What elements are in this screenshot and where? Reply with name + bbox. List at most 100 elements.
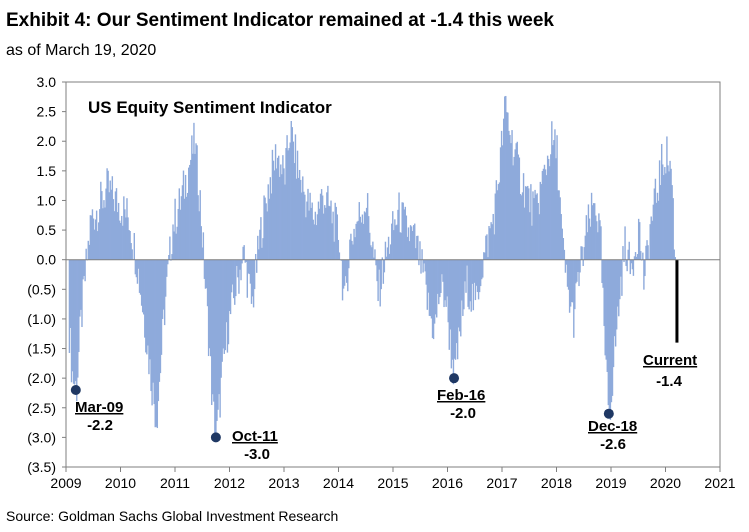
sentiment-bar [399,232,401,260]
sentiment-bar [130,243,132,260]
sentiment-bar [108,192,110,260]
sentiment-bar [297,177,300,260]
sentiment-bar [171,254,173,260]
sentiment-bar [504,96,506,260]
sentiment-bar [272,160,275,260]
sentiment-bar [164,259,167,297]
sentiment-bar [149,259,151,360]
sentiment-bar [416,235,418,260]
sentiment-bar [649,224,651,260]
sentiment-bar [591,205,594,260]
annotation-marker [449,373,460,384]
y-tick-label: (0.5) [27,281,56,297]
sentiment-bar [674,257,676,260]
sentiment-bar [412,225,415,260]
sentiment-bar [283,168,285,260]
sentiment-bar [411,230,414,260]
sentiment-bar [349,239,351,260]
sentiment-bar [600,226,602,260]
sentiment-bar [169,236,171,260]
sentiment-bar [667,165,669,260]
sentiment-bar [176,226,178,260]
sentiment-bar [401,202,403,260]
annotation-value: -1.4 [656,373,683,390]
x-tick-label: 2010 [105,475,136,491]
sentiment-bar [529,212,531,260]
sentiment-bar [612,259,615,368]
sentiment-bar [472,259,475,311]
sentiment-bar [455,259,458,344]
sentiment-bar [450,259,453,369]
sentiment-bar [528,188,530,260]
sentiment-bar [122,225,124,260]
sentiment-bar [136,259,139,284]
sentiment-bar [551,121,553,260]
sentiment-bar [445,259,447,307]
sentiment-bar [501,145,504,260]
y-tick-label: (3.5) [27,459,56,475]
sentiment-bar [662,164,664,260]
sentiment-bar [145,259,147,353]
sentiment-bar [239,259,241,270]
sentiment-bar [544,169,547,260]
sentiment-bar [371,247,373,260]
sentiment-bar [652,204,655,260]
sentiment-bar [489,228,491,260]
sentiment-bar [656,192,659,260]
sentiment-bar [660,143,663,260]
sentiment-bar [112,199,115,260]
sentiment-bar [475,259,478,286]
sentiment-bar [141,259,144,313]
sentiment-bar [134,259,137,275]
sentiment-bar [133,232,135,260]
sentiment-bar [493,234,495,260]
sentiment-bar [172,224,174,260]
y-tick-label: (1.0) [27,311,56,327]
annotation-marker [70,385,81,395]
sentiment-bar [144,259,146,338]
sentiment-bar [347,259,349,292]
sentiment-bar [288,148,290,260]
sentiment-bar [485,235,487,260]
sentiment-bar [497,184,500,260]
sentiment-bar [75,259,77,382]
sentiment-bar [520,195,523,260]
sentiment-bar [665,173,667,260]
sentiment-bar [212,259,214,395]
sentiment-bar [184,174,187,260]
sentiment-bar [423,259,425,264]
sentiment-bar [396,224,398,260]
sentiment-bar [643,259,645,290]
sentiment-bar [418,259,420,266]
sentiment-bar [467,259,469,307]
chart-title: US Equity Sentiment Indicator [88,98,332,117]
sentiment-bar [247,259,250,274]
sentiment-bar [139,259,142,295]
sentiment-bar [592,203,595,260]
sentiment-bar [177,208,179,260]
sentiment-bar [211,259,213,406]
sentiment-bar [607,259,610,406]
sentiment-bar [257,235,259,260]
sentiment-bar [365,207,368,260]
sentiment-bar [395,225,397,260]
sentiment-bar [666,136,668,260]
sentiment-bar [105,188,107,260]
sentiment-bar [668,171,670,260]
sentiment-bar [360,222,363,260]
sentiment-bar [629,259,631,275]
sentiment-bar [328,205,330,260]
x-tick-label: 2020 [650,475,681,491]
sentiment-bar [167,259,169,265]
sentiment-bar [514,149,516,260]
sentiment-bar [307,188,309,260]
x-tick-label: 2016 [432,475,463,491]
y-tick-label: 1.0 [37,192,57,208]
sentiment-bar [192,153,194,260]
sentiment-bar [391,223,393,260]
sentiment-bar [498,182,501,260]
sentiment-bar [341,259,344,301]
x-tick-label: 2009 [50,475,81,491]
sentiment-bar [469,259,471,302]
sentiment-bar [356,221,358,260]
